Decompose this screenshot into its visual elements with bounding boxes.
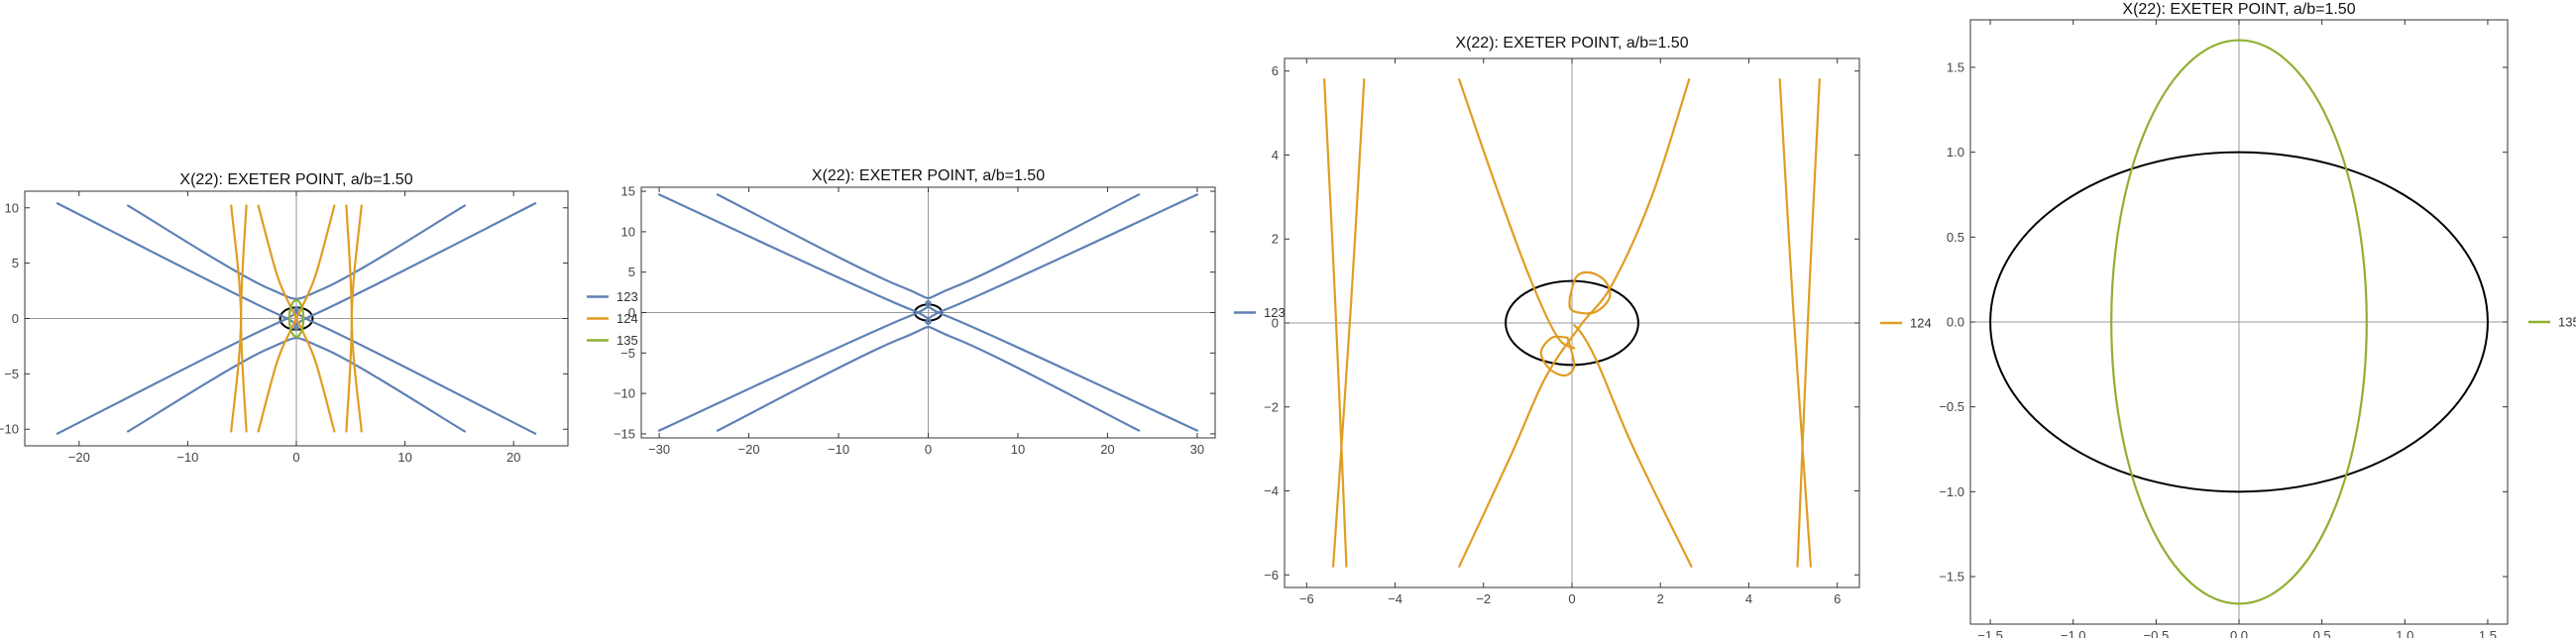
y-tick-label: 5 (628, 265, 635, 279)
series-135-curve (287, 298, 305, 339)
curves (1323, 78, 1821, 568)
series-124-branch-5 (1458, 78, 1691, 568)
x-tick-label: −1.5 (1977, 628, 2003, 638)
legend-label-123: 123 (1264, 305, 1286, 320)
x-tick-label: 30 (1190, 442, 1204, 457)
x-tick-label: 0.0 (2230, 628, 2248, 638)
reference-ellipse (1505, 279, 1639, 367)
legend-label-124: 124 (616, 311, 638, 326)
series-124-branch-0 (1323, 78, 1348, 568)
chart-title: X(22): EXETER POINT, a/b=1.50 (1455, 35, 1688, 52)
series-124-branch-6 (1573, 324, 1693, 568)
x-tick-label: −2 (1476, 591, 1491, 606)
y-tick-label: −5 (620, 346, 635, 361)
legend-label-135: 135 (2558, 315, 2576, 330)
x-tick-label: 0 (925, 442, 932, 457)
chart-title: X(22): EXETER POINT, a/b=1.50 (2122, 1, 2355, 18)
reference-ellipse (1989, 151, 2489, 493)
y-tick-label: 0.0 (1947, 315, 1964, 330)
y-tick-label: 0 (12, 311, 19, 326)
y-tick-label: 10 (621, 224, 635, 239)
y-tick-label: −5 (4, 367, 19, 381)
x-tick-label: 20 (1100, 442, 1114, 457)
series-124-branch-4 (1458, 78, 1576, 350)
y-tick-label: 0.5 (1947, 230, 1964, 245)
series-124-branch-1 (1331, 78, 1366, 568)
curves (1989, 39, 2489, 605)
y-tick-label: 1.0 (1947, 145, 1964, 160)
x-tick-label: 1.0 (2396, 628, 2413, 638)
y-tick-label: 2 (1272, 232, 1279, 247)
y-tick-label: −4 (1264, 483, 1279, 498)
x-tick-label: 10 (1011, 442, 1025, 457)
x-tick-label: −20 (738, 442, 760, 457)
series-124-branch-5 (257, 204, 336, 433)
y-tick-label: 0 (1272, 316, 1279, 331)
series-124-branch-8 (1539, 335, 1576, 377)
series-123-branch-3 (716, 325, 1141, 432)
y-tick-label: −1.5 (1939, 570, 1964, 585)
curves (56, 202, 537, 435)
x-tick-label: 0 (1568, 591, 1575, 606)
x-tick-label: 1.5 (2479, 628, 2497, 638)
x-tick-label: 0.5 (2313, 628, 2331, 638)
y-tick-label: 15 (621, 184, 635, 199)
series-123-branch-3 (127, 337, 466, 433)
y-tick-label: −15 (614, 426, 635, 441)
series-123-branch-2 (716, 193, 1141, 300)
plot-panel-2: X(22): EXETER POINT, a/b=1.50−30 −20 −10 0 1… (614, 167, 1286, 457)
y-tick-label: −6 (1264, 568, 1279, 583)
series-124-branch-2 (1796, 78, 1821, 568)
chart-title: X(22): EXETER POINT, a/b=1.50 (179, 171, 412, 188)
y-tick-label: 1.5 (1947, 59, 1964, 74)
x-tick-label: 20 (506, 450, 520, 465)
y-tick-label: −10 (614, 386, 635, 401)
plot-panel-1: X(22): EXETER POINT, a/b=1.50 −20 −10 0 10 20… (0, 171, 638, 465)
x-tick-label: −6 (1299, 591, 1314, 606)
series-124-branch-3 (1778, 78, 1813, 568)
y-tick-label: 5 (12, 256, 19, 270)
x-tick-label: −30 (648, 442, 670, 457)
x-tick-label: −10 (828, 442, 849, 457)
series-123-branch-0 (56, 202, 537, 331)
x-tick-label: 0 (292, 450, 299, 465)
y-tick-label: −2 (1264, 399, 1279, 414)
chart-title: X(22): EXETER POINT, a/b=1.50 (812, 167, 1045, 184)
series-124-branch-3 (345, 204, 353, 433)
x-tick-label: −10 (176, 450, 198, 465)
y-tick-label: −10 (0, 422, 19, 437)
series-123-branch-0 (657, 193, 1199, 325)
legend-label-135: 135 (616, 333, 638, 348)
plot-panel-3: X(22): EXETER POINT, a/b=1.50 −6 −4 −2 0 2 4 6 −… (1264, 35, 1932, 606)
x-tick-label: −0.5 (2144, 628, 2170, 638)
x-tick-label: 2 (1657, 591, 1664, 606)
x-tick-label: −20 (68, 450, 90, 465)
series-123-branch-2 (127, 204, 466, 300)
x-tick-label: 6 (1834, 591, 1841, 606)
x-tick-label: 10 (397, 450, 411, 465)
y-tick-label: −1.0 (1939, 484, 1964, 499)
y-tick-label: 10 (5, 200, 19, 215)
x-tick-label: 4 (1745, 591, 1752, 606)
x-tick-label: −4 (1388, 591, 1402, 606)
series-123-branch-1 (56, 306, 537, 435)
series-124-branch-1 (240, 204, 248, 433)
y-tick-label: 0 (628, 305, 635, 320)
x-tick-label: −1.0 (2061, 628, 2086, 638)
legend-label-124: 124 (1910, 316, 1932, 331)
series-123-branch-1 (657, 300, 1199, 432)
plot-panel-4: X(22): EXETER POINT, a/b=1.50 −1.5 −1.0 −0.… (1939, 1, 2576, 638)
reference-ellipse (913, 303, 944, 322)
y-tick-label: 4 (1272, 148, 1279, 162)
curves (657, 193, 1199, 432)
series-124-branch-7 (1568, 270, 1612, 315)
series-135-curve (2110, 39, 2368, 605)
y-tick-label: 6 (1272, 63, 1279, 78)
y-tick-label: −0.5 (1939, 399, 1964, 414)
legend-label-123: 123 (616, 289, 638, 304)
